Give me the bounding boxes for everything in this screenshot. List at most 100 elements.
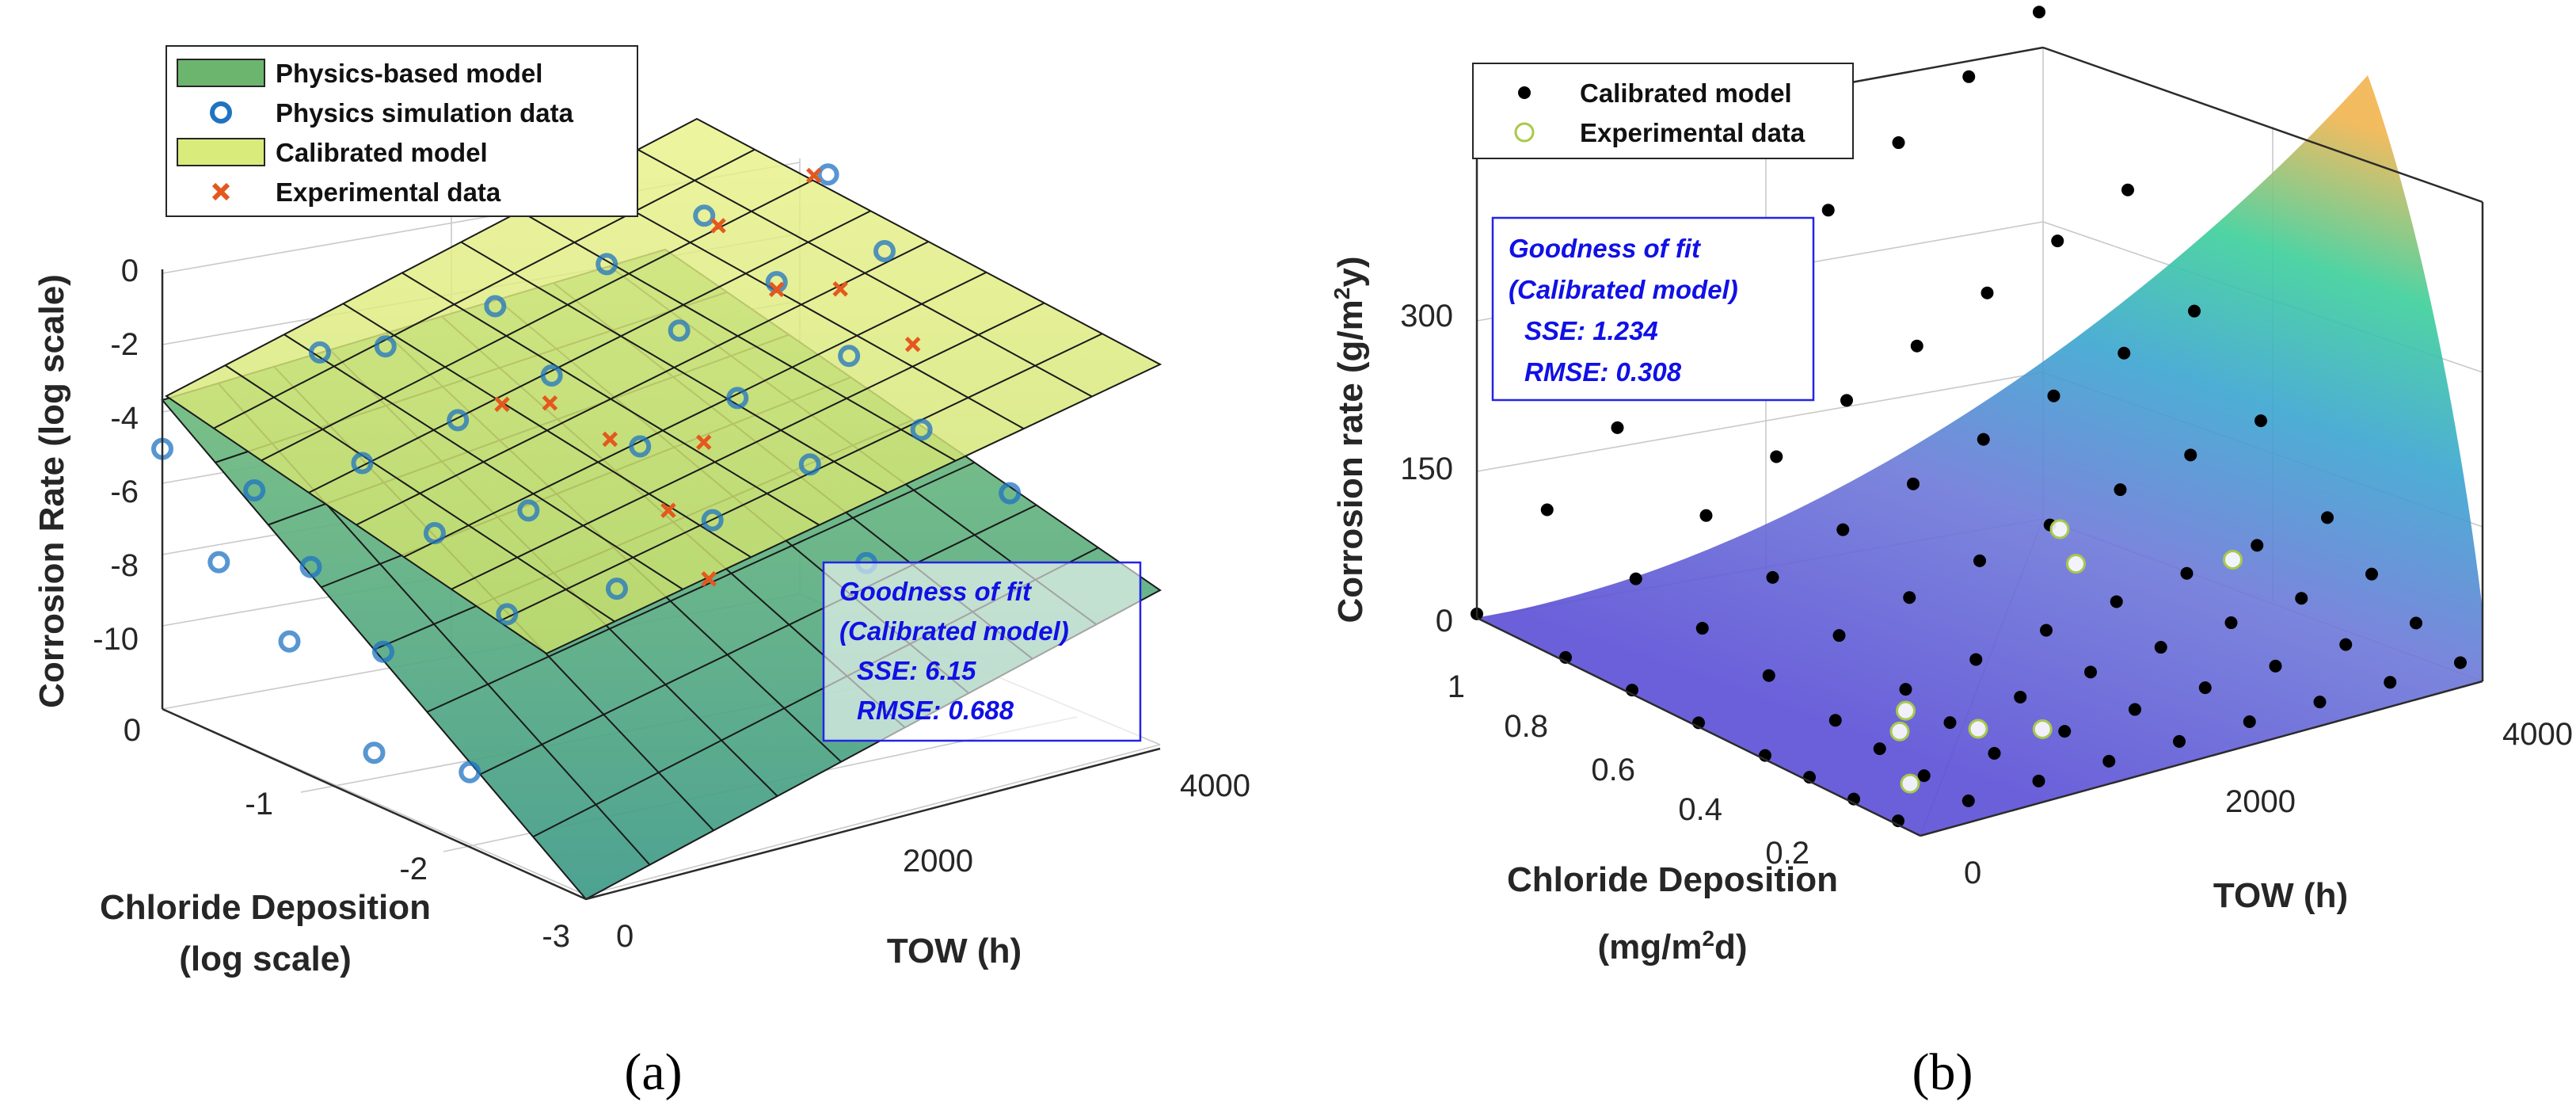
- calibrated-model-point: [2243, 715, 2256, 729]
- calibrated-model-point: [2129, 703, 2141, 716]
- x-tick: 2000: [903, 844, 973, 879]
- z-tick: -10: [93, 622, 139, 657]
- calibrated-model-point: [2454, 656, 2467, 669]
- physics-data-point: [423, 522, 446, 544]
- experimental-data-point: [2049, 519, 2070, 539]
- calibrated-model-point: [1973, 554, 1986, 567]
- calibrated-model-point: [2365, 567, 2378, 581]
- y-tick: 0.4: [1678, 792, 1722, 827]
- physics-simulation-data-points: [151, 163, 1022, 783]
- physics-data-point: [798, 453, 821, 476]
- calibrated-model-point: [1762, 669, 1775, 682]
- gof-rmse: RMSE: 0.688: [857, 696, 1014, 725]
- gof-subtitle: (Calibrated model): [1509, 275, 1738, 304]
- panel-b-x-label: TOW (h): [2213, 876, 2348, 915]
- calibrated-model-point: [2384, 676, 2397, 689]
- x-tick: 4000: [2502, 717, 2573, 752]
- panel-a-z-label: Corrosion Rate (log scale): [32, 274, 71, 708]
- calibrated-model-point: [1699, 509, 1713, 522]
- calibrated-model-point: [1766, 570, 1779, 584]
- panel-a: 0 -2 -4 -6 -8 -10 0 -1 -2 -3 0 2000 4000…: [32, 45, 1250, 1101]
- calibrated-model-point: [1910, 339, 1923, 353]
- physics-data-point: [726, 387, 749, 410]
- experimental-data-point: [768, 281, 785, 298]
- calibrated-model-point: [1903, 591, 1916, 604]
- calibrated-model-point: [1917, 769, 1931, 783]
- y-tick: 0.8: [1504, 709, 1548, 744]
- calibrated-model-point: [2224, 616, 2238, 630]
- gof-title: Goodness of fit: [1509, 234, 1702, 263]
- physics-data-point: [484, 295, 507, 318]
- calibrated-model-point: [1892, 136, 1905, 150]
- calibrated-model-point: [1988, 746, 2001, 760]
- experimental-data-point: [602, 431, 618, 448]
- z-tick: 300: [1400, 299, 1453, 334]
- calibrated-model-point: [1540, 503, 1554, 517]
- legend-label: Physics-based model: [276, 59, 542, 88]
- calibrated-model-point: [2154, 641, 2167, 654]
- calibrated-model-point: [2269, 659, 2282, 673]
- panel-a-z-ticks: 0 -2 -4 -6 -8 -10: [93, 254, 139, 657]
- panel-b-x-ticks: 0 2000 4000: [1964, 717, 2573, 890]
- calibrated-model-point: [1840, 394, 1853, 407]
- experimental-data-point: [701, 570, 717, 587]
- calibrated-model-surface-b: [1477, 75, 2483, 836]
- panel-a-y-ticks: 0 -1 -2 -3: [124, 713, 570, 954]
- calibrated-model-surface: [165, 117, 1162, 655]
- calibrated-model-point: [2040, 623, 2053, 637]
- mesh-line: [403, 271, 987, 558]
- physics-data-point: [668, 319, 691, 342]
- experimental-data-point: [1900, 773, 1920, 794]
- physics-data-point: [278, 630, 301, 653]
- calibrated-model-point: [2051, 234, 2064, 248]
- calibrated-model-points: [1471, 6, 2467, 828]
- experimental-data-point: [1896, 700, 1916, 721]
- experimental-data-point: [904, 336, 921, 353]
- z-tick: 0: [121, 254, 139, 288]
- calibrated-model-point: [2295, 592, 2308, 605]
- x-tick: 2000: [2225, 784, 2296, 819]
- gof-rmse: RMSE: 0.308: [1524, 357, 1682, 387]
- legend-label: Calibrated model: [1580, 78, 1792, 108]
- calibrated-model-point: [2188, 304, 2201, 318]
- legend-marker-physics-data: [210, 101, 232, 124]
- y-tick: -2: [399, 852, 428, 886]
- y-tick: -3: [542, 919, 570, 954]
- panel-b-gof-box: Goodness of fit (Calibrated model) SSE: …: [1491, 216, 1815, 402]
- y-tick: 0.2: [1765, 836, 1809, 871]
- experimental-data-point: [542, 395, 558, 411]
- panel-b-legend: Calibrated model Experimental data: [1472, 63, 1854, 159]
- legend-label: Physics simulation data: [276, 98, 574, 128]
- panel-b: 0 150 300 1 0.8 0.6 0.4 0.2 0 2000 4000 …: [1330, 6, 2573, 1101]
- z-tick: -2: [110, 327, 139, 362]
- y-tick: -1: [245, 787, 273, 822]
- calibrated-model-point: [1981, 286, 1994, 299]
- experimental-data-point: [806, 167, 822, 184]
- experimental-data-point: [2032, 719, 2053, 739]
- calibrated-model-point: [2014, 690, 2027, 703]
- physics-data-point: [693, 204, 716, 227]
- calibrated-model-point: [2121, 183, 2134, 196]
- physics-data-point: [496, 603, 519, 626]
- calibrated-model-point: [2339, 638, 2353, 651]
- mesh-line: [426, 461, 976, 713]
- physics-data-point: [363, 741, 386, 764]
- panel-b-tag: (b): [1912, 1043, 1973, 1101]
- calibrated-model-point: [2410, 616, 2422, 630]
- gof-sse: SSE: 6.15: [857, 656, 976, 685]
- panel-b-z-ticks: 0 150 300: [1400, 299, 1453, 639]
- physics-data-point: [701, 509, 724, 532]
- calibrated-model-point: [2313, 696, 2327, 709]
- calibrated-model-point: [2047, 389, 2060, 402]
- calibrated-model-point: [2058, 725, 2072, 738]
- calibrated-model-point: [1695, 622, 1709, 635]
- calibrated-model-point: [1873, 742, 1886, 756]
- calibrated-model-point: [2198, 681, 2212, 695]
- physics-data-point: [459, 761, 481, 783]
- calibrated-model-point: [1821, 204, 1835, 217]
- calibrated-model-point: [2033, 6, 2045, 19]
- mesh-line: [356, 241, 929, 526]
- panel-b-y-label-line2: (mg/m2d): [1597, 926, 1747, 966]
- mesh-line: [498, 333, 1103, 623]
